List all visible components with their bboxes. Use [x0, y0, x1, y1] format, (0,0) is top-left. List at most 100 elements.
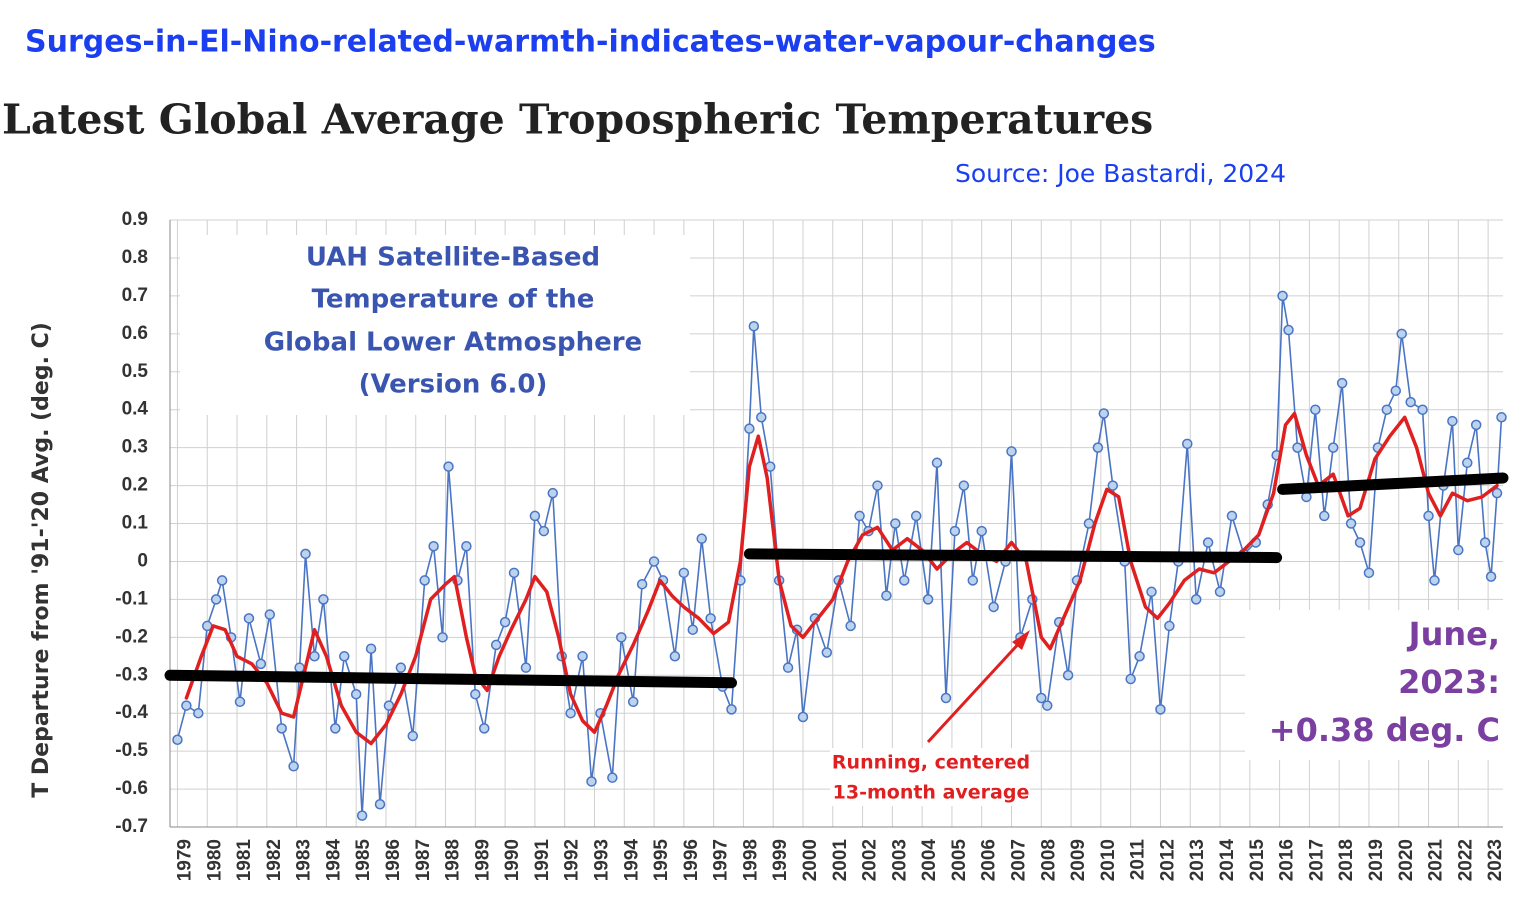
- data-point: [1092, 442, 1104, 453]
- x-tick-label: 1997: [711, 839, 732, 881]
- y-tick-label: -0.3: [115, 664, 148, 685]
- data-point: [1417, 404, 1428, 415]
- data-point: [967, 575, 979, 586]
- data-point: [1310, 404, 1321, 415]
- data-point: [1214, 586, 1226, 598]
- data-point: [1462, 457, 1473, 469]
- y-tick-label: 0.9: [122, 209, 148, 230]
- x-tick-label: 1999: [770, 839, 791, 881]
- annotation-box: [180, 235, 690, 415]
- data-point: [210, 594, 222, 605]
- data-point: [428, 541, 439, 552]
- x-tick-label: 1995: [651, 839, 672, 882]
- data-point: [1190, 594, 1202, 605]
- data-point: [1423, 510, 1434, 522]
- x-tick-label: 2016: [1277, 839, 1298, 881]
- data-point: [1125, 673, 1136, 685]
- data-point: [821, 647, 833, 658]
- box-text: Global Lower Atmosphere: [264, 328, 642, 358]
- data-point: [782, 662, 794, 673]
- x-tick-label: 1984: [323, 839, 344, 882]
- data-point: [1226, 510, 1238, 522]
- x-tick-label: 2002: [860, 839, 881, 881]
- data-point: [1036, 692, 1047, 704]
- data-point: [443, 461, 454, 472]
- data-point: [1283, 324, 1294, 336]
- y-tick-label: 0.3: [122, 437, 148, 458]
- data-point: [797, 711, 809, 723]
- data-point: [636, 578, 648, 590]
- data-point: [276, 723, 287, 734]
- data-point: [1354, 537, 1366, 548]
- data-point: [1396, 328, 1407, 340]
- data-point: [607, 772, 618, 783]
- data-point: [330, 723, 341, 734]
- data-point: [395, 662, 407, 673]
- data-point: [529, 510, 541, 522]
- data-point: [1319, 510, 1330, 522]
- annotation-box: [830, 748, 1030, 806]
- data-point: [648, 556, 660, 567]
- chart-title: Latest Global Average Tropospheric Tempe…: [2, 96, 1153, 144]
- data-point: [845, 620, 856, 632]
- x-tick-label: 1987: [413, 839, 434, 881]
- data-point: [350, 688, 362, 700]
- x-tick-label: 2017: [1306, 839, 1327, 881]
- data-point: [1041, 700, 1053, 711]
- data-point: [294, 662, 305, 673]
- data-point: [356, 810, 368, 821]
- x-tick-label: 2019: [1366, 839, 1387, 881]
- series-line: [164, 472, 1509, 689]
- x-tick-label: 2000: [800, 839, 821, 881]
- data-point: [419, 575, 430, 586]
- y-tick-label: -0.6: [115, 778, 148, 799]
- x-tick-label: 2018: [1336, 839, 1357, 881]
- y-tick-label: 0.1: [122, 513, 149, 534]
- x-tick-label: 2023: [1485, 839, 1506, 881]
- y-tick-label: -0.5: [115, 740, 148, 761]
- data-point: [1363, 567, 1375, 579]
- data-point: [565, 707, 576, 719]
- data-point: [726, 704, 737, 715]
- x-tick-label: 2014: [1217, 839, 1238, 882]
- data-point: [339, 651, 350, 662]
- x-tick-label: 2001: [830, 839, 851, 882]
- arrow: [926, 638, 1024, 744]
- data-point: [1491, 487, 1503, 499]
- data-point: [470, 688, 481, 700]
- x-tick-label: 1993: [591, 839, 612, 881]
- y-tick-label: 0: [137, 550, 148, 571]
- box-text: Temperature of the: [312, 285, 595, 315]
- data-point: [881, 590, 892, 601]
- data-point: [437, 632, 448, 643]
- data-point: [1496, 412, 1507, 423]
- data-point: [479, 723, 490, 734]
- data-point: [687, 624, 699, 635]
- data-point: [748, 320, 760, 332]
- data-point: [234, 696, 246, 708]
- data-point: [264, 609, 276, 620]
- data-point: [872, 480, 883, 491]
- average-text: 13-month average: [833, 782, 1030, 804]
- data-point: [616, 632, 627, 643]
- x-tick-label: 1996: [681, 839, 702, 881]
- x-tick-label: 1988: [443, 839, 464, 881]
- data-point: [499, 616, 511, 628]
- data-point: [318, 594, 329, 605]
- data-point: [899, 575, 910, 586]
- x-tick-label: 1982: [264, 839, 285, 881]
- x-tick-label: 2012: [1157, 839, 1178, 881]
- x-tick-label: 2004: [919, 839, 940, 882]
- y-tick-label: 0.4: [122, 399, 149, 420]
- x-tick-label: 2003: [889, 839, 910, 881]
- data-point: [1202, 537, 1214, 548]
- data-point: [181, 700, 192, 711]
- data-point: [1292, 442, 1303, 453]
- y-tick-label: 0.2: [122, 475, 148, 496]
- data-point: [300, 548, 311, 560]
- data-point: [744, 423, 755, 434]
- data-point: [890, 518, 901, 529]
- y-tick-label: 0.6: [122, 323, 148, 344]
- x-tick-label: 2005: [949, 839, 970, 882]
